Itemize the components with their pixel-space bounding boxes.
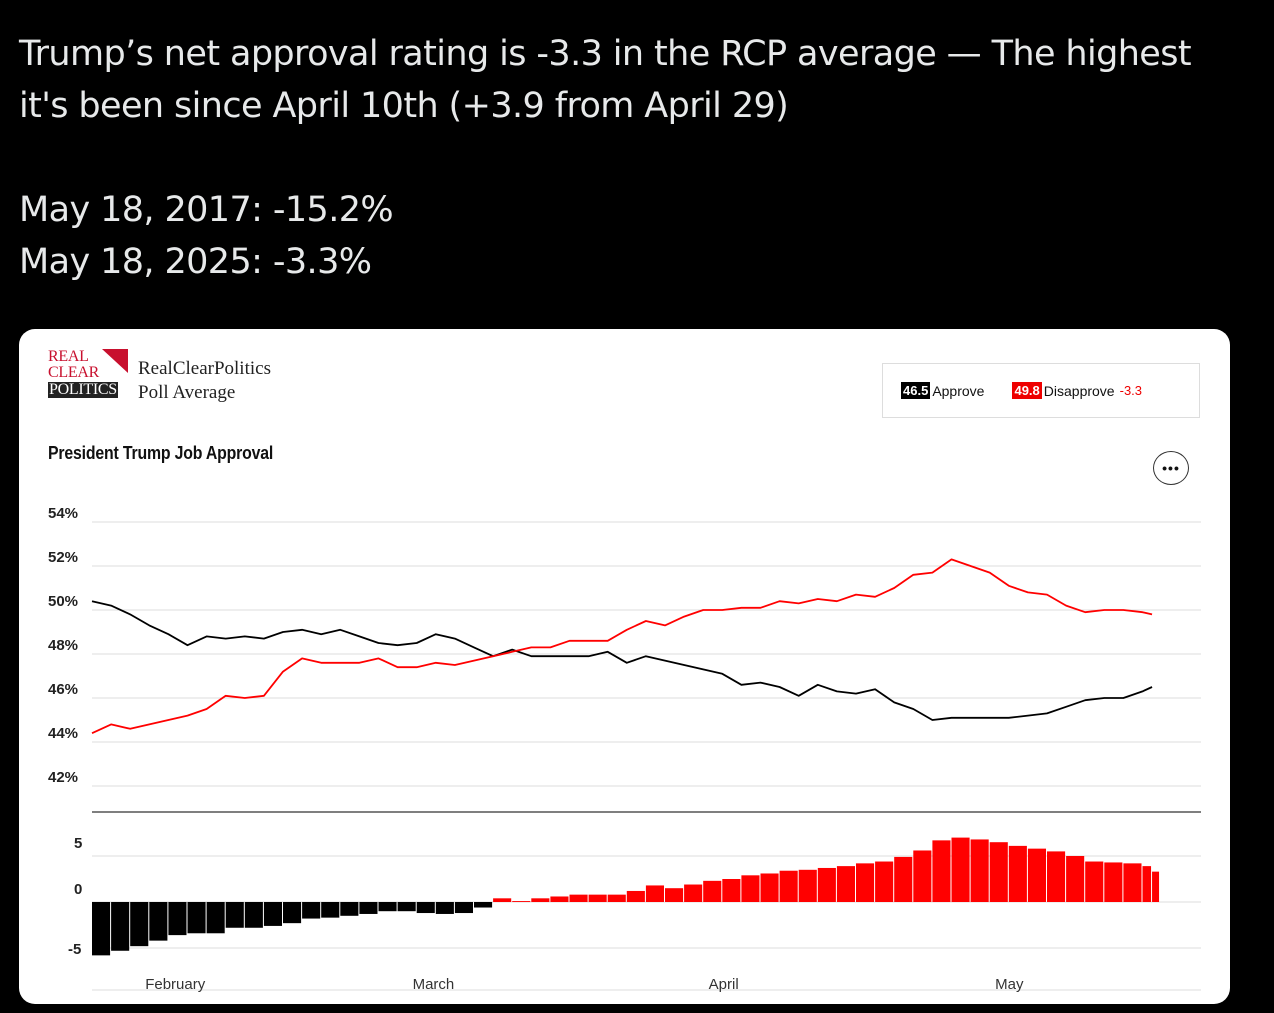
net-y-tick-label: 5 [74,835,82,852]
y-tick-label: 46% [48,681,78,698]
disapprove-line [91,558,1153,735]
rcp-logo: REAL CLEAR POLITICS [48,349,128,401]
net-bar [283,902,302,924]
approve-line [91,600,1153,721]
net-bar [512,901,531,902]
chart-image-card[interactable]: REAL CLEAR POLITICS RealClearPolitics Po… [19,329,1230,1004]
net-bar [168,902,187,936]
net-bar [378,902,397,912]
net-bar [817,867,836,902]
net-bar [645,885,664,902]
x-tick-label: March [413,976,455,993]
chart-title: President Trump Job Approval [48,443,274,463]
net-bar [340,902,359,916]
more-options-button[interactable]: ••• [1153,451,1189,485]
y-tick-label: 48% [48,637,78,654]
y-tick-label: 54% [48,505,78,522]
net-bar [130,902,149,947]
x-tick-label: May [995,976,1024,993]
net-bar [913,850,932,902]
net-bar [722,879,741,902]
net-bar [111,902,130,951]
x-tick-label: February [145,976,206,993]
y-tick-label: 44% [48,725,78,742]
disapprove-label: Disapprove [1043,382,1115,399]
disapprove-value-badge: 49.8 [1012,382,1042,399]
net-bar [932,840,951,902]
net-bar [550,896,569,902]
net-bar [435,902,454,914]
source-line-2: Poll Average [138,382,236,403]
net-bar [225,902,244,928]
net-bar [607,894,626,902]
net-bar [187,902,206,934]
net-bar [1142,866,1152,902]
net-bar [206,902,225,934]
net-bar [970,839,989,902]
net-bar [760,873,779,902]
source-line-1: RealClearPolitics [138,358,271,379]
tweet-line-4: May 18, 2025: -3.3% [19,242,372,282]
logo-line-1: REAL [48,348,89,365]
net-bar [149,902,168,941]
net-bar [454,902,473,914]
net-bar [588,894,607,902]
approve-label: Approve [932,382,985,399]
net-bar [1027,848,1046,902]
net-bar [703,880,722,902]
net-bar [321,902,340,918]
net-bar [569,894,588,902]
net-bar [1008,845,1027,902]
tweet-line-2: it's been since April 10th (+3.9 from Ap… [19,86,789,126]
net-bar [836,866,855,902]
net-bar [92,902,111,956]
tweet-text: Trump’s net approval rating is -3.3 in t… [19,28,1249,288]
approve-value-badge: 46.5 [901,382,931,399]
tweet-blank-line [19,132,1249,184]
net-bar [779,870,798,902]
net-bar [894,856,913,902]
net-bar [665,888,684,902]
net-bar [474,902,493,908]
net-bar [263,902,282,926]
net-bar [856,863,875,902]
tweet-line-1: Trump’s net approval rating is -3.3 in t… [19,34,1192,74]
legend-disapprove: 49.8 Disapprove -3.3 [1012,382,1142,399]
net-bar [1104,862,1123,902]
net-bar [741,875,760,902]
net-bar [989,842,1008,902]
net-bar [875,861,894,902]
net-bar [244,902,263,928]
net-bar [1152,871,1160,902]
net-bar [493,898,512,902]
net-bar [684,884,703,902]
logo-line-2: CLEAR [48,364,99,381]
net-bar [798,869,817,902]
net-bar [416,902,435,914]
x-tick-label: April [709,976,739,993]
net-bar [302,902,321,919]
chart-legend: 46.5 Approve 49.8 Disapprove -3.3 [882,363,1200,418]
legend-approve: 46.5 Approve [901,382,984,399]
net-bar [626,890,645,902]
net-bar [531,898,550,902]
net-bar [397,902,416,912]
net-value: -3.3 [1119,383,1143,398]
source-name: RealClearPolitics Poll Average [138,357,271,405]
net-y-tick-label: 0 [74,881,82,898]
logo-corner-mark [102,349,128,373]
net-bar [951,837,970,902]
logo-line-3: POLITICS [48,381,118,398]
approval-chart: 54% 52% 50% 48% 46% 44% 42% 5 0 -5 February March Ap… [48,505,1201,993]
net-bar [1085,861,1104,902]
net-bar [359,902,378,914]
y-tick-label: 52% [48,549,78,566]
tweet-line-3: May 18, 2017: -15.2% [19,190,394,230]
net-bar [1123,863,1142,902]
net-y-tick-label: -5 [68,941,81,958]
y-tick-label: 42% [48,769,78,786]
net-bar [1066,856,1085,902]
y-tick-label: 50% [48,593,78,610]
net-bar [1047,851,1066,902]
